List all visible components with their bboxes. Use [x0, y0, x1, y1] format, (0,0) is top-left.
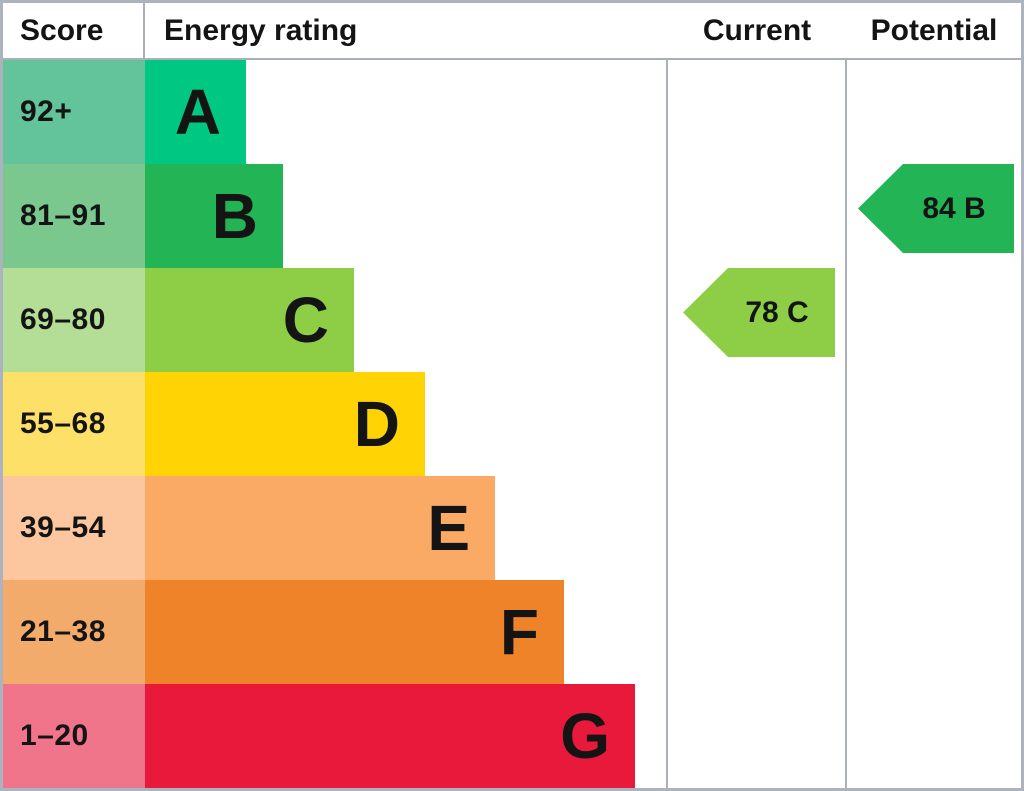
score-range: 39–54 [3, 476, 145, 580]
divider-energy-current [666, 3, 668, 788]
header-current: Current [702, 13, 812, 47]
score-range: 69–80 [3, 268, 145, 372]
current-arrow-shape [683, 268, 835, 357]
current-rating-label: 78 C [745, 295, 809, 329]
divider-current-potential [845, 3, 847, 788]
epc-row-g: 1–20 G [3, 684, 1021, 788]
potential-rating-arrow: 84 B [858, 164, 1014, 253]
rating-bar-b: B [145, 164, 283, 268]
rating-bar-e: E [145, 476, 495, 580]
rating-bar-d: D [145, 372, 425, 476]
potential-arrow-shape [858, 164, 1014, 253]
epc-row-e: 39–54 E [3, 476, 1021, 580]
rating-bar-a: A [145, 60, 246, 164]
epc-row-a: 92+ A [3, 60, 1021, 164]
epc-row-d: 55–68 D [3, 372, 1021, 476]
header-potential: Potential [870, 13, 998, 47]
epc-row-f: 21–38 F [3, 580, 1021, 684]
rating-letter: F [499, 596, 539, 668]
current-rating-arrow: 78 C [683, 268, 835, 357]
rating-bar-c: C [145, 268, 354, 372]
score-range: 81–91 [3, 164, 145, 268]
potential-rating-label: 84 B [922, 191, 986, 225]
rating-letter: B [211, 180, 258, 252]
score-range: 92+ [3, 60, 145, 164]
rating-bar-f: F [145, 580, 564, 684]
left-arrow-icon [683, 268, 835, 357]
rating-letter: C [282, 284, 329, 356]
rating-bar-g: G [145, 684, 635, 788]
score-range: 21–38 [3, 580, 145, 684]
score-range: 1–20 [3, 684, 145, 788]
header-energy-rating: Energy rating [164, 13, 358, 47]
epc-row-c: 69–80 C [3, 268, 1021, 372]
epc-header-row: Score Energy rating Current Potential [3, 3, 1021, 60]
epc-row-b: 81–91 B [3, 164, 1021, 268]
rating-letter: A [174, 76, 221, 148]
rating-letter: G [560, 700, 610, 772]
rating-letter: D [353, 388, 400, 460]
header-score: Score [3, 3, 145, 58]
score-range: 55–68 [3, 372, 145, 476]
left-arrow-icon [858, 164, 1014, 253]
rating-letter: E [427, 492, 470, 564]
